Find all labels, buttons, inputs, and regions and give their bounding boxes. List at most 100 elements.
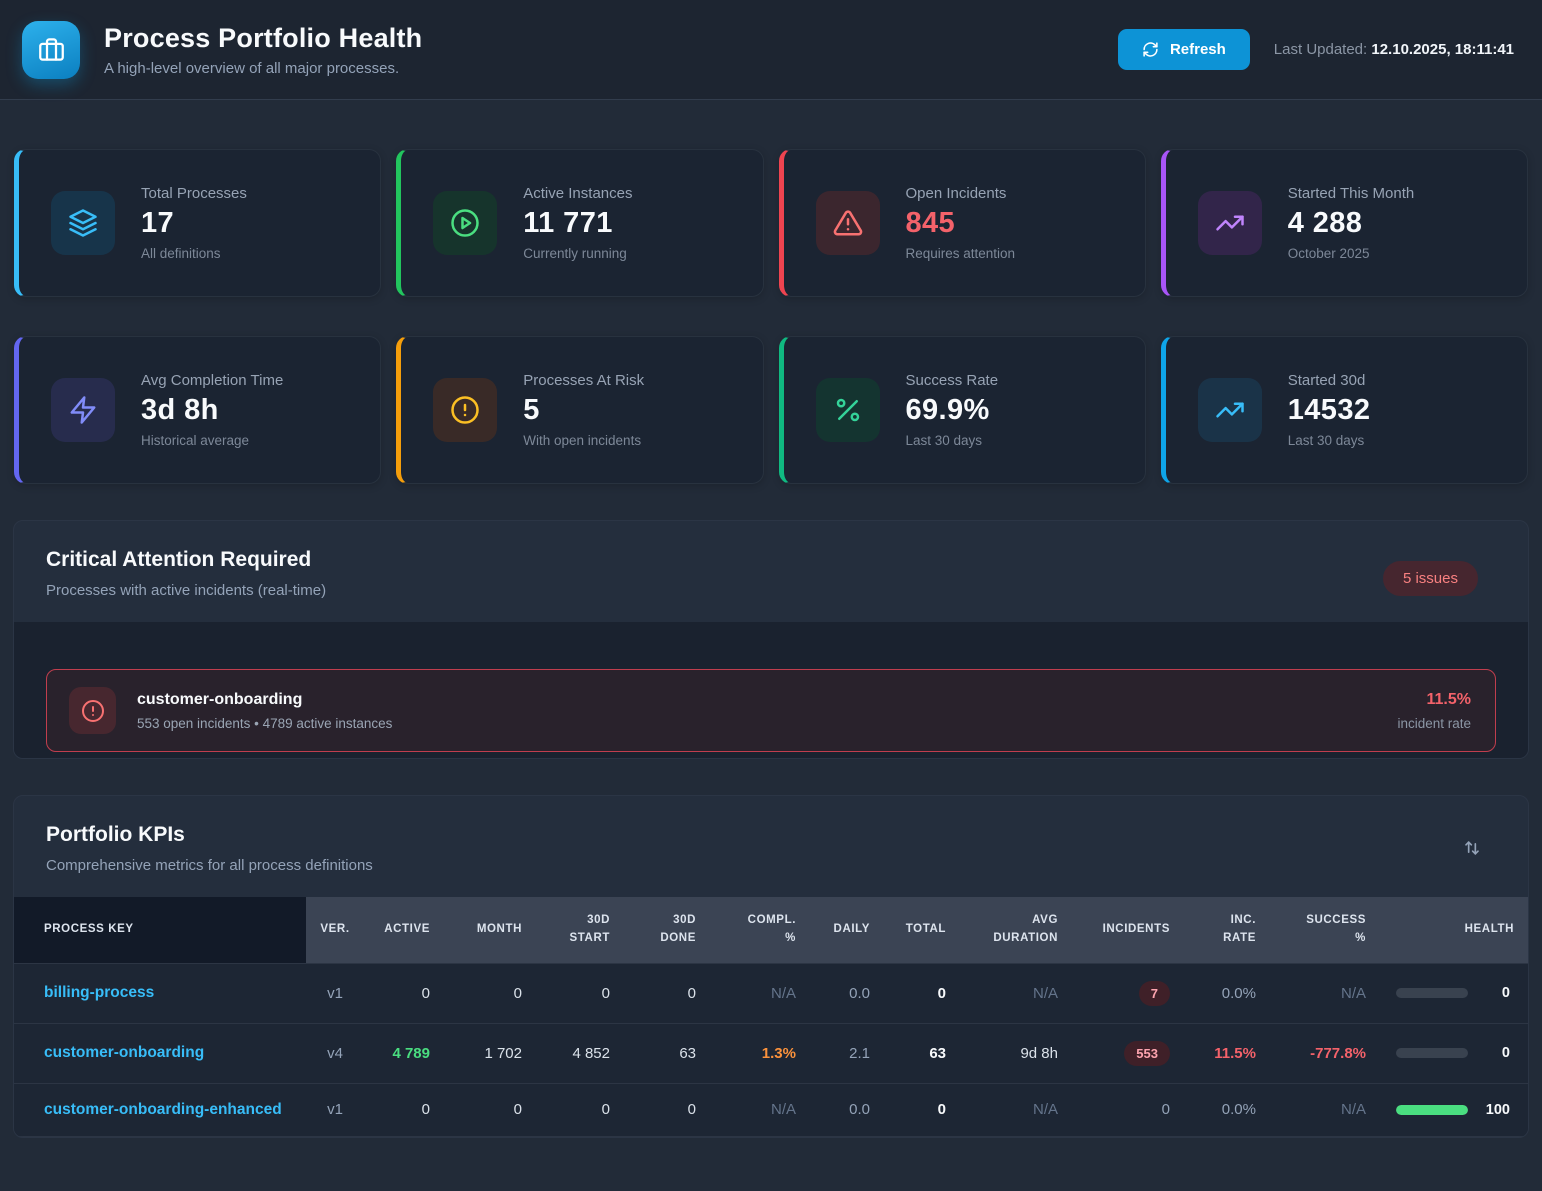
kpi-cell: N/A	[960, 1083, 1072, 1136]
dashboard-page: Process Portfolio Health A high-level ov…	[0, 0, 1542, 1138]
kpi-column-header: MONTH	[444, 897, 536, 963]
critical-subtitle: Processes with active incidents (real-ti…	[46, 582, 1496, 599]
health-bar	[1396, 988, 1468, 998]
stat-card-label: Started 30d	[1288, 372, 1371, 389]
kpi-cell: 0.0%	[1184, 963, 1270, 1023]
health-value: 100	[1484, 1102, 1510, 1118]
kpi-table-header-row: PROCESS KEYVER.ACTIVEMONTH30D START30D D…	[14, 897, 1528, 963]
kpi-cell: N/A	[710, 1083, 810, 1136]
header-titles: Process Portfolio Health A high-level ov…	[104, 23, 422, 77]
briefcase-icon	[22, 21, 80, 79]
play-circle-icon	[433, 191, 497, 255]
zap-icon	[51, 378, 115, 442]
stat-card-label: Avg Completion Time	[141, 372, 283, 389]
header-right: Refresh Last Updated: 12.10.2025, 18:11:…	[1118, 29, 1514, 70]
stat-card-text: Success Rate69.9%Last 30 days	[906, 372, 999, 448]
stat-card-value: 4 288	[1288, 207, 1414, 240]
kpi-panel-header: Portfolio KPIs Comprehensive metrics for…	[14, 796, 1528, 897]
kpi-cell: 0	[536, 963, 624, 1023]
kpi-cell-health: 0	[1380, 963, 1528, 1023]
kpi-cell: 0	[1072, 1083, 1184, 1136]
incidents-badge: 553	[1124, 1041, 1170, 1066]
last-updated-value: 12.10.2025, 18:11:41	[1371, 41, 1514, 58]
kpi-cell: 0.0	[810, 1083, 884, 1136]
sort-button[interactable]	[1458, 834, 1486, 862]
stat-card: Processes At Risk5With open incidents	[396, 336, 763, 484]
alert-rate-value: 11.5%	[1397, 691, 1471, 709]
process-key-link[interactable]: customer-onboarding	[14, 1023, 306, 1083]
kpi-column-header: TOTAL	[884, 897, 960, 963]
kpi-column-header: INCIDENTS	[1072, 897, 1184, 963]
kpi-cell: 0	[536, 1083, 624, 1136]
kpi-cell: 0	[444, 1083, 536, 1136]
stat-card-sub: Last 30 days	[1288, 433, 1371, 448]
kpi-cell: 0.0	[810, 963, 884, 1023]
stat-card-sub: Requires attention	[906, 246, 1016, 261]
kpi-cell: 7	[1072, 963, 1184, 1023]
health-bar	[1396, 1048, 1468, 1058]
kpi-column-header: DAILY	[810, 897, 884, 963]
critical-panel-header: Critical Attention Required Processes wi…	[14, 521, 1528, 622]
stat-card: Avg Completion Time3d 8hHistorical avera…	[14, 336, 381, 484]
critical-title: Critical Attention Required	[46, 548, 1496, 572]
kpi-title: Portfolio KPIs	[46, 823, 1496, 847]
process-key-link[interactable]: customer-onboarding-enhanced	[14, 1083, 306, 1136]
kpi-cell: 63	[884, 1023, 960, 1083]
kpi-column-header: COMPL. %	[710, 897, 810, 963]
alert-circle-icon	[433, 378, 497, 442]
header-left: Process Portfolio Health A high-level ov…	[22, 21, 422, 79]
stat-card-label: Open Incidents	[906, 185, 1016, 202]
alert-rate-label: incident rate	[1397, 716, 1471, 731]
kpi-table-row: billing-processv10000N/A0.00N/A70.0%N/A0	[14, 963, 1528, 1023]
kpi-cell: 0	[364, 1083, 444, 1136]
last-updated: Last Updated: 12.10.2025, 18:11:41	[1274, 41, 1514, 58]
stat-card-sub: Historical average	[141, 433, 283, 448]
refresh-button[interactable]: Refresh	[1118, 29, 1250, 70]
health-value: 0	[1484, 985, 1510, 1001]
kpi-column-header: 30D START	[536, 897, 624, 963]
kpi-column-header: VER.	[306, 897, 364, 963]
critical-alert-item[interactable]: customer-onboarding553 open incidents • …	[46, 669, 1496, 752]
kpi-cell: 0	[364, 963, 444, 1023]
kpi-cell: 63	[624, 1023, 710, 1083]
kpi-cell: N/A	[1270, 963, 1380, 1023]
incidents-badge: 7	[1139, 981, 1170, 1006]
kpi-cell: 1.3%	[710, 1023, 810, 1083]
kpi-column-header: ACTIVE	[364, 897, 444, 963]
trending-up-icon	[1198, 191, 1262, 255]
stat-card: Success Rate69.9%Last 30 days	[779, 336, 1146, 484]
alert-text: customer-onboarding553 open incidents • …	[137, 691, 392, 731]
stat-card-label: Total Processes	[141, 185, 247, 202]
health-value: 0	[1484, 1045, 1510, 1061]
kpi-cell: -777.8%	[1270, 1023, 1380, 1083]
kpi-table-row: customer-onboardingv44 7891 7024 852631.…	[14, 1023, 1528, 1083]
process-key-link[interactable]: billing-process	[14, 963, 306, 1023]
alert-details: 553 open incidents • 4789 active instanc…	[137, 716, 392, 731]
kpi-cell: 0	[444, 963, 536, 1023]
stat-card-sub: Currently running	[523, 246, 632, 261]
alert-circle-icon	[69, 687, 116, 734]
stat-card-label: Active Instances	[523, 185, 632, 202]
kpi-cell: 4 852	[536, 1023, 624, 1083]
stat-card-text: Active Instances 11 771 Currently running	[523, 185, 632, 261]
last-updated-label: Last Updated:	[1274, 41, 1367, 58]
health-indicator: 0	[1394, 985, 1514, 1001]
kpi-cell: 0	[884, 963, 960, 1023]
stat-card: Open Incidents845Requires attention	[779, 149, 1146, 297]
stat-card-sub: October 2025	[1288, 246, 1414, 261]
health-bar	[1396, 1105, 1468, 1115]
issues-count-badge: 5 issues	[1383, 561, 1478, 596]
refresh-icon	[1142, 41, 1159, 58]
stat-card-value: 17	[141, 207, 247, 240]
kpi-cell: v1	[306, 1083, 364, 1136]
stat-card-label: Success Rate	[906, 372, 999, 389]
alert-triangle-icon	[816, 191, 880, 255]
page-title: Process Portfolio Health	[104, 23, 422, 54]
layers-icon	[51, 191, 115, 255]
alert-rate: 11.5% incident rate	[1397, 691, 1471, 731]
stat-card: Active Instances 11 771 Currently running	[396, 149, 763, 297]
kpi-cell: v1	[306, 963, 364, 1023]
kpi-column-header: PROCESS KEY	[14, 897, 306, 963]
health-indicator: 100	[1394, 1102, 1514, 1118]
stat-card-value: 11 771	[523, 207, 632, 240]
